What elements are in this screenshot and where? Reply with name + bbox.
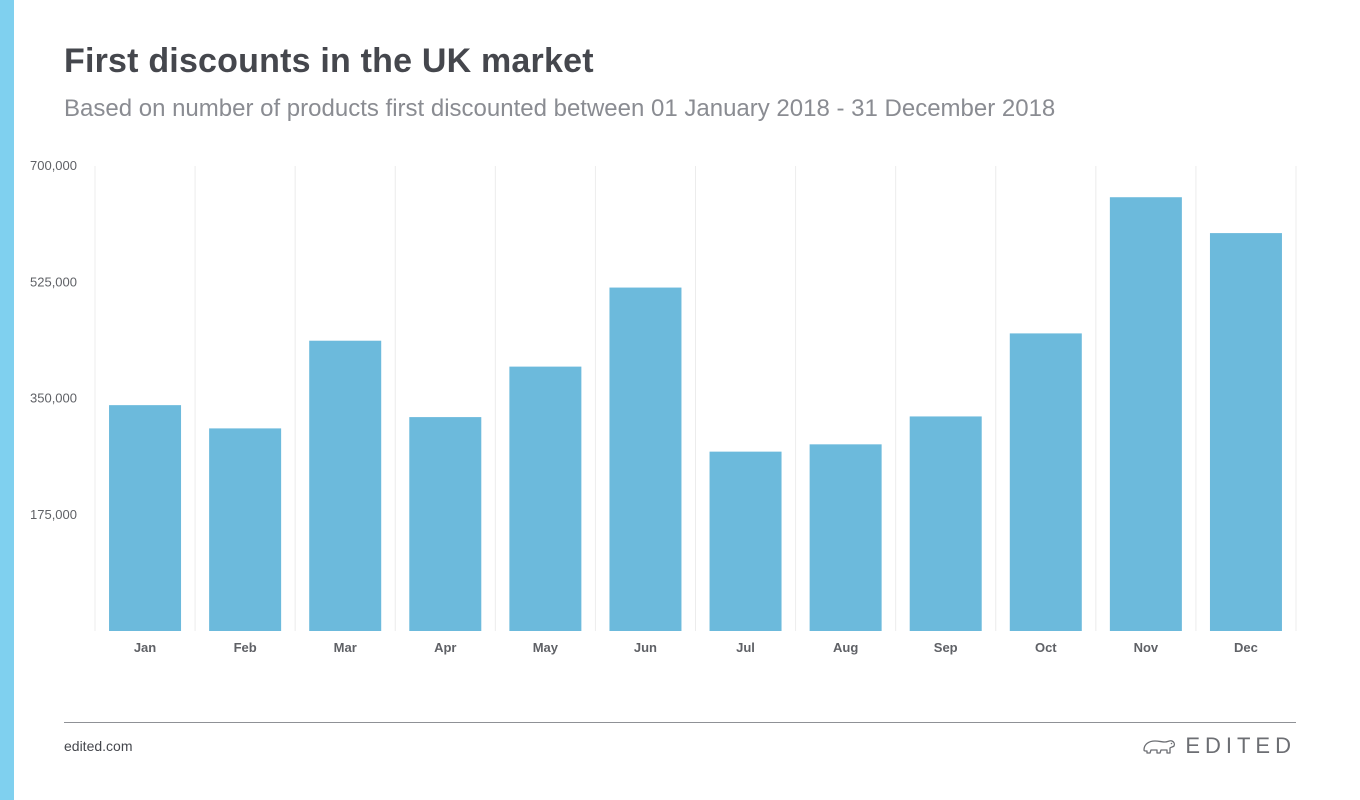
y-tick-label: 700,000 bbox=[30, 158, 77, 173]
x-tick-label: Dec bbox=[1234, 640, 1258, 655]
x-tick-label: Nov bbox=[1134, 640, 1159, 655]
bar-dec bbox=[1209, 233, 1282, 632]
gridlines bbox=[94, 166, 1297, 631]
x-tick-label: Mar bbox=[334, 640, 357, 655]
bar-jun bbox=[609, 287, 682, 631]
chart-title: First discounts in the UK market bbox=[64, 42, 594, 80]
x-tick-label: Sep bbox=[934, 640, 958, 655]
y-tick-label: 525,000 bbox=[30, 274, 77, 289]
polar-bear-icon bbox=[1143, 740, 1176, 754]
brand-logo: EDITED bbox=[1141, 733, 1296, 759]
x-tick-label: Jul bbox=[736, 640, 755, 655]
bars bbox=[109, 197, 1282, 632]
bar-jan bbox=[109, 405, 182, 631]
brand-wordmark: EDITED bbox=[1185, 733, 1296, 758]
bar-sep bbox=[909, 416, 982, 631]
x-tick-label: Oct bbox=[1035, 640, 1057, 655]
x-axis-labels: Jan Feb Mar Apr May Jun Jul Aug Sep Oct Nov Dec bbox=[134, 640, 1258, 655]
footer-site-link[interactable]: edited.com bbox=[64, 738, 133, 754]
x-tick-label: May bbox=[533, 640, 559, 655]
x-tick-label: Jun bbox=[634, 640, 657, 655]
bar-aug bbox=[809, 444, 882, 631]
bar-nov bbox=[1109, 197, 1182, 631]
footer-divider bbox=[64, 722, 1296, 723]
bar-may bbox=[509, 366, 582, 631]
x-tick-label: Feb bbox=[234, 640, 257, 655]
x-tick-label: Apr bbox=[434, 640, 456, 655]
bar-jul bbox=[709, 451, 782, 631]
y-axis-ticks: 175,000 350,000 525,000 700,000 bbox=[30, 158, 77, 522]
bar-mar bbox=[309, 340, 382, 631]
bar-feb bbox=[209, 428, 282, 631]
side-accent-stripe bbox=[0, 0, 14, 800]
x-tick-label: Aug bbox=[833, 640, 858, 655]
x-tick-label: Jan bbox=[134, 640, 156, 655]
y-tick-label: 350,000 bbox=[30, 391, 77, 406]
bar-apr bbox=[409, 417, 482, 631]
y-tick-label: 175,000 bbox=[30, 507, 77, 522]
chart-subtitle: Based on number of products first discou… bbox=[64, 95, 1056, 122]
bar-oct bbox=[1009, 333, 1082, 631]
